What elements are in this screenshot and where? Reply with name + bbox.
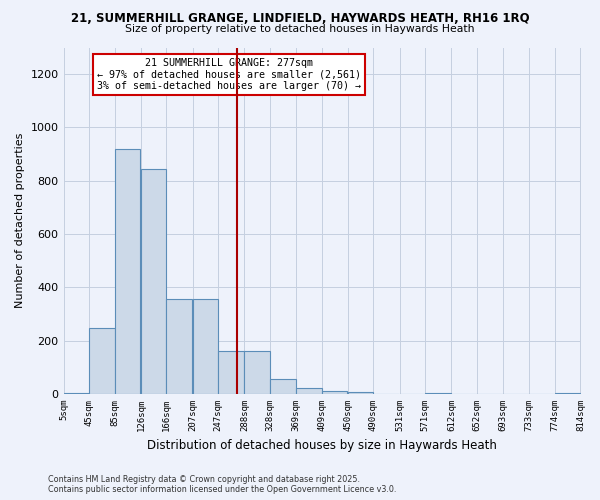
Text: Contains HM Land Registry data © Crown copyright and database right 2025.
Contai: Contains HM Land Registry data © Crown c… — [48, 474, 397, 494]
Bar — [322, 391, 347, 394]
Bar — [270, 380, 296, 394]
Bar — [193, 300, 218, 394]
X-axis label: Distribution of detached houses by size in Haywards Heath: Distribution of detached houses by size … — [147, 440, 497, 452]
Bar — [425, 393, 451, 394]
Text: 21 SUMMERHILL GRANGE: 277sqm
← 97% of detached houses are smaller (2,561)
3% of : 21 SUMMERHILL GRANGE: 277sqm ← 97% of de… — [97, 58, 361, 91]
Bar — [64, 392, 89, 394]
Bar — [296, 388, 322, 394]
Bar — [348, 392, 373, 394]
Bar — [141, 169, 166, 394]
Bar — [115, 149, 140, 394]
Bar — [166, 300, 192, 394]
Bar — [89, 328, 115, 394]
Bar — [555, 393, 580, 394]
Bar — [244, 352, 270, 394]
Text: 21, SUMMERHILL GRANGE, LINDFIELD, HAYWARDS HEATH, RH16 1RQ: 21, SUMMERHILL GRANGE, LINDFIELD, HAYWAR… — [71, 12, 529, 26]
Text: Size of property relative to detached houses in Haywards Heath: Size of property relative to detached ho… — [125, 24, 475, 34]
Bar — [218, 352, 244, 394]
Y-axis label: Number of detached properties: Number of detached properties — [15, 133, 25, 308]
